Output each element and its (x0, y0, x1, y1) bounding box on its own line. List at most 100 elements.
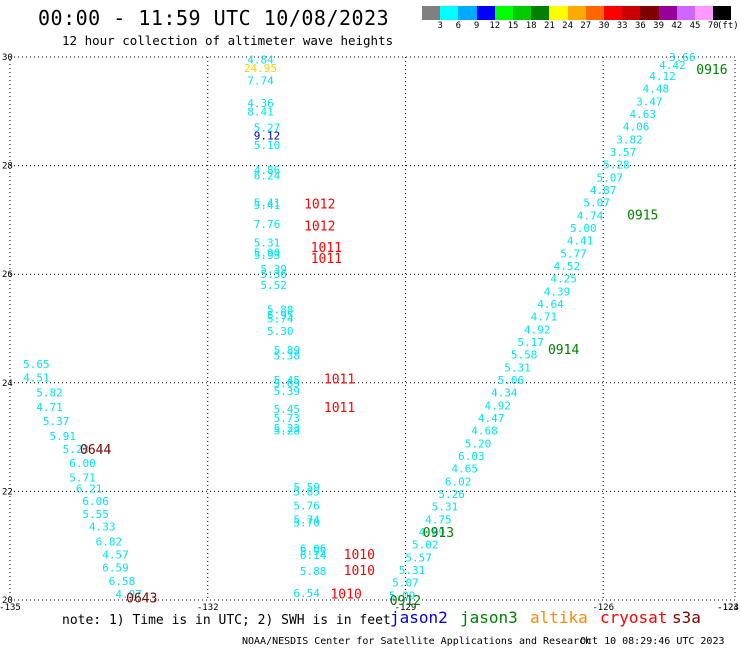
wave-height-value: 5.93 (254, 249, 281, 262)
wave-height-value: 4.06 (623, 121, 650, 134)
legend-cryosat: cryosat (600, 608, 668, 627)
wave-height-value: 5.31 (432, 501, 459, 514)
wave-height-value: 7.76 (254, 218, 281, 231)
wave-height-value: 5.85 (293, 485, 320, 498)
wave-height-value: 5.26 (438, 488, 465, 501)
wave-height-value: 4.12 (649, 70, 676, 83)
wave-height-value: 4.84 (247, 54, 274, 67)
wave-height-value: 4.89 (419, 526, 446, 539)
wave-height-value: 5.76 (293, 500, 320, 513)
wave-height-value: 7.74 (247, 74, 274, 87)
pass-label: 1011 (324, 372, 355, 387)
wave-height-value: 5.41 (254, 199, 281, 212)
wave-height-value: 5.31 (254, 237, 281, 250)
wave-height-value: 5.52 (260, 279, 287, 292)
colorbar-swatch (658, 6, 677, 20)
wave-height-value: 4.42 (659, 59, 686, 72)
wave-height-value: 5.09 (389, 590, 416, 603)
wave-height-value: 5.45 (274, 374, 301, 387)
x-tick-label: -123 (717, 603, 739, 613)
colorbar-label: 36 (634, 21, 646, 31)
wave-height-value: 6.06 (82, 495, 109, 508)
colorbar-swatch (513, 6, 532, 20)
colorbar-swatch (676, 6, 695, 20)
wave-height-value: 24.95 (244, 62, 277, 75)
footer-timestamp: Oct 10 08:29:46 UTC 2023 (580, 636, 725, 647)
colorbar-label: 3 (437, 21, 443, 31)
colorbar-label: 30 (598, 21, 610, 31)
wave-height-value: 6.54 (293, 587, 320, 600)
wave-height-value: 5.10 (254, 139, 281, 152)
wave-height-value: 5.58 (511, 349, 538, 362)
colorbar-label: 70 (707, 21, 719, 31)
colorbar-unit: (ft) (717, 21, 739, 31)
wave-height-value: 4.25 (550, 273, 577, 286)
pass-label: 0916 (696, 63, 727, 78)
wave-height-value: 5.65 (274, 377, 301, 390)
colorbar-swatch (422, 6, 441, 20)
x-tick-label: -124 (717, 603, 739, 613)
wave-height-value: 5.28 (603, 159, 630, 172)
pass-label: 1011 (311, 252, 342, 267)
colorbar-label: 24 (562, 21, 574, 31)
pass-label: 1011 (311, 241, 342, 256)
wave-height-value: 4.75 (425, 514, 452, 527)
wave-height-value: 5.95 (267, 309, 294, 322)
wave-height-value: 5.57 (405, 552, 432, 565)
wave-height-value: 5.59 (293, 481, 320, 494)
y-tick-label: 26 (2, 270, 13, 280)
wave-height-value: 4.33 (89, 521, 116, 534)
wave-height-value: 5.17 (517, 336, 544, 349)
pass-label: 0914 (548, 343, 579, 358)
colorbar-label: 6 (455, 21, 462, 31)
pass-label: 1012 (304, 219, 335, 234)
wave-height-value: 4.64 (537, 298, 564, 311)
colorbar-label: 15 (507, 21, 519, 31)
y-tick-label: 20 (2, 596, 13, 606)
wave-height-value: 4.65 (452, 463, 479, 476)
legend-jason2: jason2 (390, 608, 448, 627)
legend-s3a: s3a (672, 608, 701, 627)
y-tick-label: 22 (2, 487, 13, 497)
wave-height-value: 5.00 (570, 222, 597, 235)
wave-height-value: 5.06 (498, 374, 525, 387)
wave-height-value: 5.31 (399, 564, 426, 577)
colorbar-swatch (476, 6, 495, 20)
wave-height-value: 5.31 (504, 362, 531, 375)
wave-height-value: 5.65 (23, 358, 50, 371)
wave-height-value: 4.47 (478, 412, 505, 425)
wave-height-value: 5.07 (583, 197, 610, 210)
wave-height-value: 4.34 (491, 387, 518, 400)
wave-height-value: 6.06 (300, 542, 327, 555)
x-tick-label: -126 (592, 603, 614, 613)
colorbar-swatch (695, 6, 714, 20)
wave-height-value: 6.03 (458, 450, 485, 463)
y-tick-label: 24 (2, 379, 13, 389)
wave-height-value: 5.27 (254, 122, 281, 135)
wave-height-value: 5.07 (597, 172, 624, 185)
colorbar-label: 27 (580, 21, 592, 31)
wave-height-value: 5.74 (267, 313, 294, 326)
wave-height-value: 4.74 (577, 210, 604, 223)
pass-label: 0915 (627, 208, 658, 223)
wave-height-value: 5.88 (300, 565, 327, 578)
wave-height-value: 5.07 (392, 577, 419, 590)
wave-height-value: 5.41 (254, 197, 281, 210)
colorbar-swatch (585, 6, 604, 20)
colorbar-swatch (440, 6, 459, 20)
wave-height-value: 6.24 (254, 169, 281, 182)
wave-height-value: 5.28 (274, 425, 301, 438)
wave-height-value: 5.02 (412, 539, 439, 552)
wave-height-value: 4.92 (484, 400, 511, 413)
wave-height-value: 4.41 (567, 235, 594, 248)
colorbar-swatch (494, 6, 513, 20)
wave-height-value: 5.91 (49, 430, 76, 443)
wave-height-value: 6.02 (445, 476, 472, 489)
wave-height-value: 4.48 (643, 82, 670, 95)
wave-height-value: 5.37 (43, 415, 70, 428)
x-tick-label: -135 (0, 603, 21, 613)
wave-height-value: 8.41 (247, 105, 274, 118)
footer-credit: NOAA/NESDIS Center for Satellite Applica… (242, 636, 592, 647)
colorbar-swatch (622, 6, 641, 20)
